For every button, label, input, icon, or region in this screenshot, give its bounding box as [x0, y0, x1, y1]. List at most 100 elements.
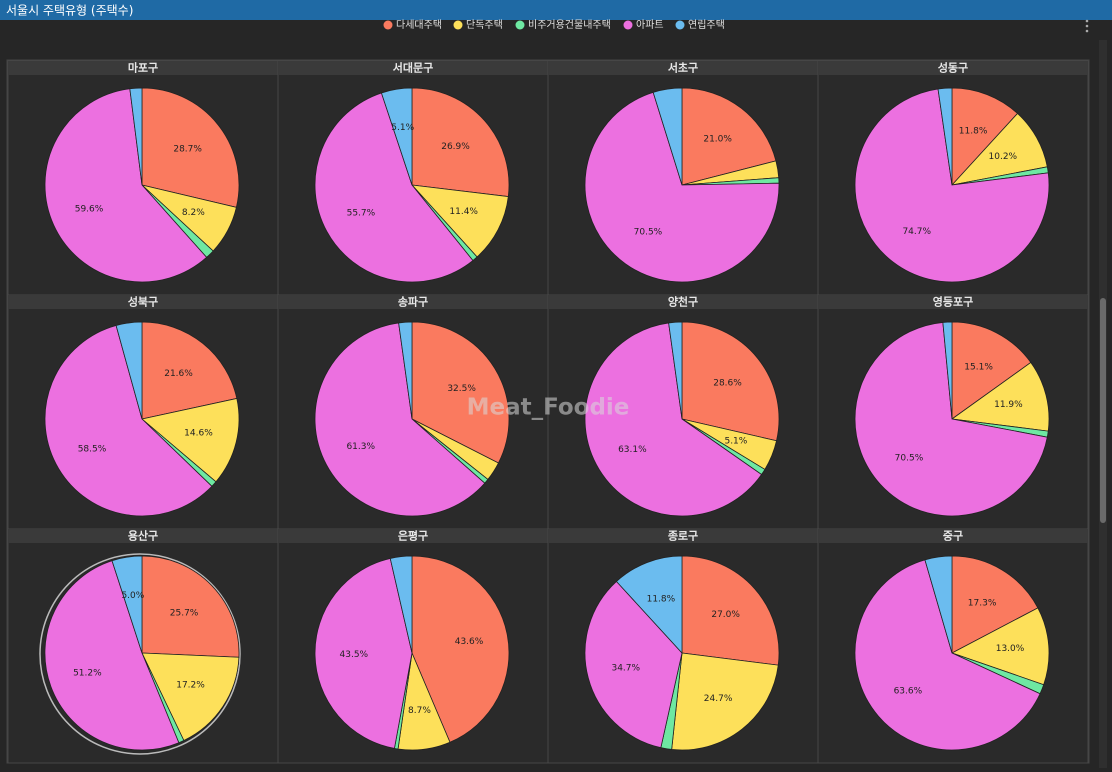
slice-label: 28.6%: [713, 378, 742, 388]
chart-cell: 종로구 27.0% 24.7% 34.7% 11.8%: [547, 528, 819, 764]
pie-slice: [410, 184, 509, 258]
slice-label: 5.0%: [121, 591, 144, 601]
pie-slice: [44, 88, 208, 283]
slice-label: 21.0%: [703, 135, 732, 145]
selection-ring: [39, 553, 241, 755]
chart-cell: 중구 17.3% 13.0% 63.6%: [817, 528, 1089, 764]
slice-label: 25.7%: [170, 608, 199, 618]
cell-header: [548, 295, 818, 309]
chart-cell: 양천구 28.6% 5.1% 63.1%: [547, 294, 819, 530]
pie-slice: [314, 92, 474, 283]
chart-title: 마포구: [128, 61, 158, 75]
slice-label: 70.5%: [895, 454, 924, 464]
cell-header: [818, 295, 1088, 309]
pie-slice: [951, 555, 1039, 654]
chart-cell: 영등포구 15.1% 11.9% 70.5%: [817, 294, 1089, 530]
title-bar: [0, 0, 1112, 20]
slice-label: 24.7%: [704, 694, 733, 704]
pie-slice: [141, 87, 240, 208]
chart-cell: 마포구 28.7% 8.2% 59.6%: [7, 60, 279, 296]
slice-label: 5.1%: [391, 123, 414, 133]
pie-slice: [951, 87, 1019, 187]
chart-title: 중구: [943, 530, 963, 543]
pie-slice: [950, 361, 1050, 432]
pie-slice: [681, 87, 777, 186]
slice-label: 32.5%: [447, 384, 476, 394]
pie-slice: [951, 321, 1032, 420]
slice-label: 21.6%: [164, 369, 193, 379]
chart-title: 성동구: [938, 61, 968, 75]
chart-title: 서초구: [668, 61, 698, 75]
pie-slice: [854, 559, 1041, 751]
slice-label: 14.6%: [184, 429, 213, 439]
slice-label: 74.7%: [902, 227, 931, 237]
slice-label: 5.1%: [724, 436, 747, 446]
pie-slice: [129, 87, 143, 186]
slice-label: 26.9%: [441, 142, 470, 152]
pie-slice: [115, 321, 143, 420]
legend: 다세대주택 단독주택 비주거용건물내주택 아파트 연립주택: [383, 18, 725, 31]
legend-label: 아파트: [636, 19, 664, 31]
pie-slice: [44, 325, 213, 517]
pie-slice: [398, 321, 413, 420]
pie-slice: [389, 555, 413, 654]
pie-slice: [681, 555, 780, 666]
legend-swatch: [623, 20, 633, 30]
pie-slice: [652, 87, 683, 186]
pie-slice: [937, 87, 953, 186]
cell-header: [818, 61, 1088, 75]
cell-header: [278, 295, 548, 309]
chart-title: 종로구: [668, 530, 698, 543]
pie-slice: [681, 321, 780, 442]
chart-cell: 서대문구 26.9% 11.4% 55.7% 5.1%: [277, 60, 549, 296]
slice-label: 63.6%: [894, 686, 923, 696]
page-title: 서울시 주택유형 (주택수): [6, 4, 133, 18]
pie-slice: [584, 580, 683, 749]
cell-header: [818, 529, 1088, 543]
cell-header: [278, 529, 548, 543]
pie-slice: [411, 555, 510, 743]
pie-slice: [314, 557, 413, 749]
pie-slice: [411, 321, 510, 464]
pie-slice: [141, 652, 240, 742]
pie-slice: [584, 322, 763, 517]
chart-title: 은평구: [398, 529, 428, 543]
slice-label: 8.2%: [182, 208, 205, 218]
legend-label: 비주거용건물내주택: [528, 19, 611, 31]
chart-cell: 송파구 32.5% 61.3%: [277, 294, 549, 530]
slice-label: 43.5%: [340, 650, 369, 660]
slice-label: 8.7%: [408, 706, 431, 716]
slice-label: 34.7%: [611, 664, 640, 674]
pie-slice: [950, 607, 1050, 686]
cell-header: [548, 529, 818, 543]
legend-label: 연립주택: [688, 18, 725, 31]
pie-slice: [924, 555, 953, 654]
pie-slice: [942, 321, 953, 420]
pie-slice: [141, 555, 240, 658]
legend-label: 다세대주택: [396, 19, 442, 31]
chart-title: 송파구: [398, 295, 428, 309]
pie-slice: [411, 87, 510, 197]
chart-title: 서대문구: [393, 61, 433, 75]
pie-slice: [668, 321, 683, 420]
chart-cell: 용산구 25.7% 17.2% 51.2% 5.0%: [7, 528, 279, 764]
menu-button[interactable]: [1085, 19, 1089, 33]
slice-label: 15.1%: [964, 363, 993, 373]
cell-header: [8, 295, 278, 309]
pie-slice: [111, 555, 143, 654]
slice-label: 70.5%: [634, 228, 663, 238]
slice-label: 11.8%: [959, 126, 988, 136]
chart-cell: 성북구 21.6% 14.6% 58.5%: [7, 294, 279, 530]
pie-slice: [854, 88, 1050, 283]
pie-slice: [854, 321, 1048, 517]
pie-slice: [380, 87, 413, 186]
slice-label: 58.5%: [78, 444, 107, 454]
pie-slice: [141, 321, 238, 420]
chart-cell: 은평구 43.6% 8.7% 43.5%: [277, 528, 549, 764]
chart-cell: 성동구 11.8% 10.2% 74.7%: [817, 60, 1089, 296]
scrollbar-thumb[interactable]: [1100, 298, 1106, 523]
pie-slice: [671, 652, 779, 751]
slice-label: 17.2%: [176, 681, 205, 691]
